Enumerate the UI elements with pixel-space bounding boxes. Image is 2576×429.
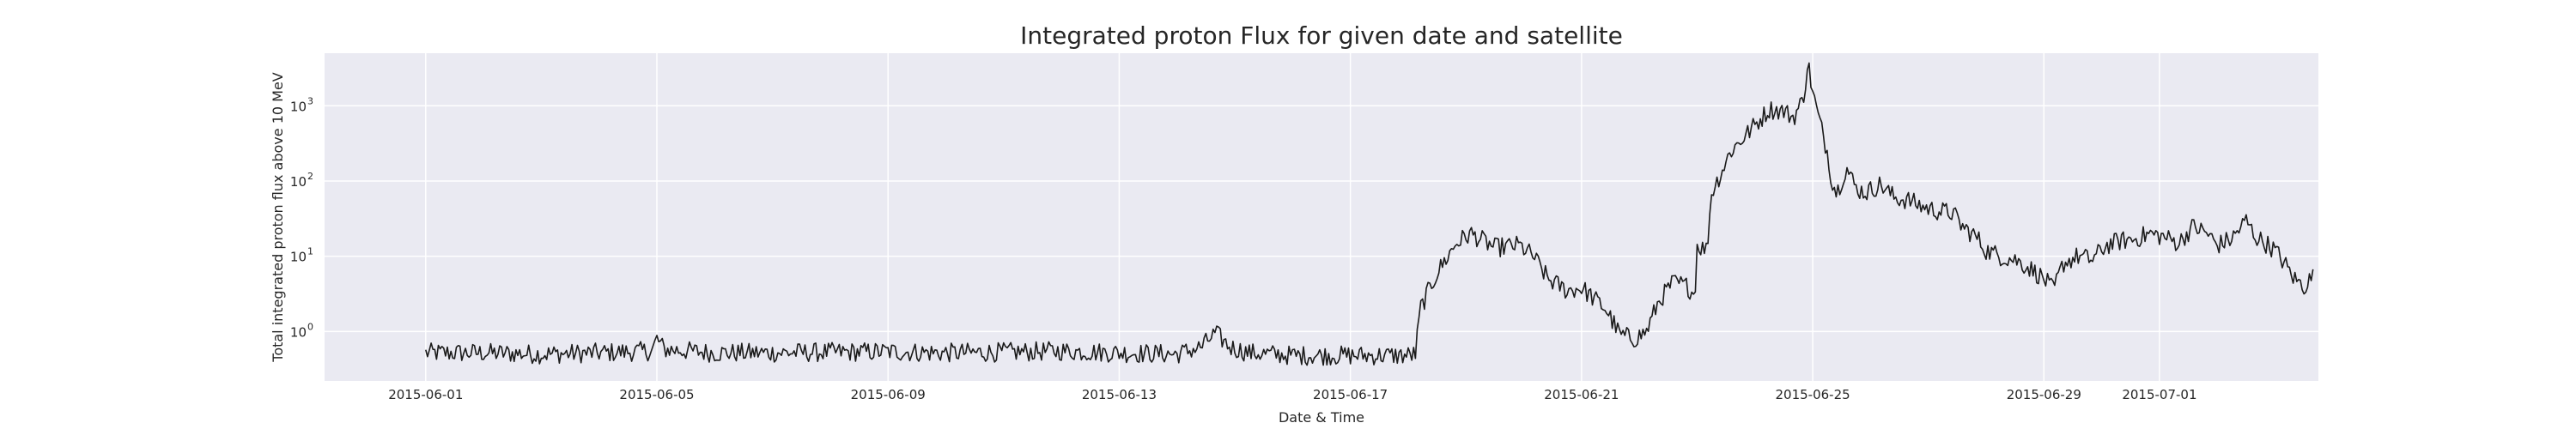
- series-layer: [425, 62, 2314, 366]
- y-tick-exponent: 2: [307, 171, 313, 182]
- x-tick-label: 2015-06-25: [1775, 387, 1850, 402]
- x-tick-label: 2015-06-17: [1313, 387, 1388, 402]
- y-tick-label: 10 0: [290, 321, 313, 340]
- y-tick-exponent: 3: [307, 95, 313, 106]
- x-tick-label: 2015-06-13: [1082, 387, 1157, 402]
- x-tick-labels: 2015-06-01 2015-06-05 2015-06-09 2015-06-13…: [388, 387, 2196, 402]
- y-tick-base: 10: [290, 174, 307, 190]
- x-tick-label: 2015-06-05: [619, 387, 694, 402]
- y-tick-label: 10 1: [290, 246, 313, 265]
- flux-series-line: [425, 62, 2314, 366]
- x-tick-label: 2015-06-01: [388, 387, 463, 402]
- y-tick-exponent: 1: [307, 246, 313, 257]
- x-tick-label: 2015-07-01: [2122, 387, 2196, 402]
- y-tick-base: 10: [290, 99, 307, 114]
- chart-title: Integrated proton Flux for given date an…: [1020, 21, 1623, 50]
- y-tick-base: 10: [290, 324, 307, 340]
- y-tick-base: 10: [290, 250, 307, 265]
- y-axis-label: Total integrated proton flux above 10 Me…: [270, 72, 286, 363]
- x-axis-label: Date & Time: [1279, 409, 1364, 426]
- x-tick-label: 2015-06-29: [2007, 387, 2081, 402]
- x-tick-label: 2015-06-21: [1544, 387, 1619, 402]
- y-tick-label: 10 3: [290, 95, 313, 114]
- y-tick-exponent: 0: [307, 321, 313, 332]
- x-tick-label: 2015-06-09: [851, 387, 926, 402]
- y-tick-label: 10 2: [290, 171, 313, 190]
